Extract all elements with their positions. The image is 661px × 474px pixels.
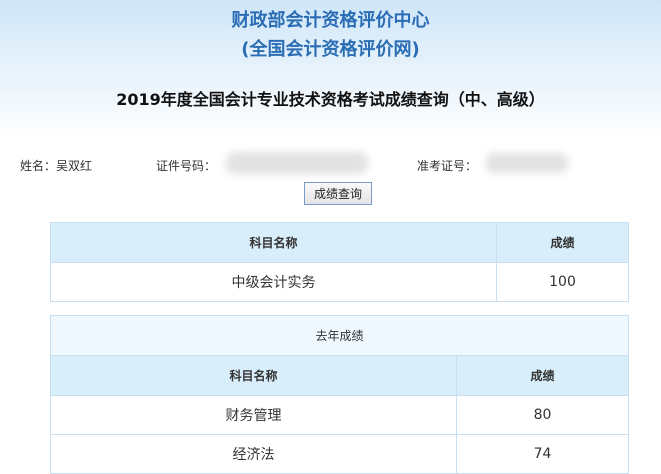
score-cell: 74 — [456, 434, 629, 474]
table-row: 经济法 74 — [50, 434, 629, 474]
table-row: 财务管理 80 — [50, 395, 629, 435]
score-cell: 100 — [496, 262, 629, 302]
subject-cell: 经济法 — [50, 434, 457, 474]
score-cell: 80 — [456, 395, 629, 435]
ticket-label: 准考证号： — [417, 159, 478, 173]
subject-cell: 财务管理 — [50, 395, 457, 435]
site-subtitle: (全国会计资格评价网) — [241, 39, 420, 60]
table-row: 中级会计实务 100 — [50, 262, 629, 302]
id-label: 证件号码： — [156, 159, 217, 173]
id-value-redacted — [226, 152, 368, 174]
site-title: 财政部会计资格评价中心 — [231, 10, 430, 31]
ticket-value-redacted — [486, 153, 568, 173]
column-header: 成绩 — [496, 222, 629, 263]
column-header: 科目名称 — [50, 222, 497, 263]
column-header: 成绩 — [456, 355, 629, 396]
subject-cell: 中级会计实务 — [50, 262, 497, 302]
table-caption: 去年成绩 — [50, 315, 629, 356]
header-background — [0, 0, 661, 140]
last-year-scores-table: 去年成绩 科目名称 成绩 财务管理 80 经济法 74 — [50, 315, 629, 474]
current-scores-table: 科目名称 成绩 中级会计实务 100 — [50, 222, 629, 302]
column-header: 科目名称 — [50, 355, 457, 396]
query-button[interactable]: 成绩查询 — [304, 182, 372, 205]
name-label: 姓名：吴双红 — [20, 159, 93, 173]
page-title: 2019年度全国会计专业技术资格考试成绩查询（中、高级） — [116, 90, 545, 109]
